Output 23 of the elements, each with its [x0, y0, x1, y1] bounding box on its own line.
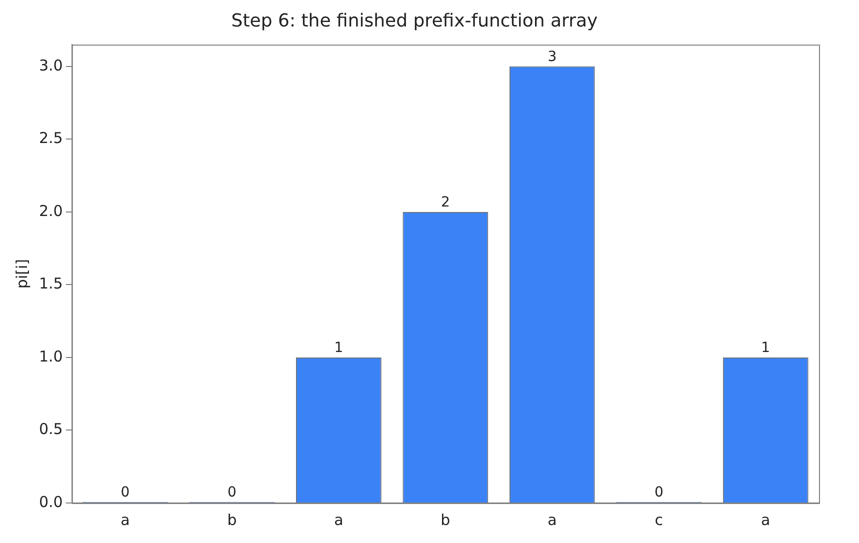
y-tick-label: 0.0 [38, 492, 63, 511]
y-tick-label: 1.5 [38, 274, 63, 293]
chart-title: Step 6: the finished prefix-function array [231, 10, 598, 32]
data-label: 0 [120, 484, 130, 501]
x-tick-label: a [120, 510, 130, 529]
y-axis-title: pi[i] [12, 259, 31, 289]
y-tick-label: 3.0 [38, 56, 63, 74]
data-label: 2 [440, 194, 450, 211]
data-label: 1 [334, 340, 344, 356]
data-label: 0 [227, 484, 236, 501]
data-label: 0 [654, 484, 664, 501]
y-tick-label: 0.5 [38, 420, 63, 438]
y-tick-label: 2.5 [38, 129, 63, 148]
x-tick-label: c [654, 510, 664, 529]
x-tick-label: a [548, 510, 557, 529]
x-tick-label: b [440, 510, 450, 529]
y-tick-label: 2.0 [38, 202, 63, 220]
x-tick-label: a [761, 510, 770, 529]
y-tick-label: 1.0 [38, 347, 63, 366]
data-label: 1 [761, 340, 770, 356]
x-tick-label: a [334, 510, 344, 529]
data-label: 3 [548, 49, 557, 66]
x-tick-label: b [227, 510, 237, 529]
